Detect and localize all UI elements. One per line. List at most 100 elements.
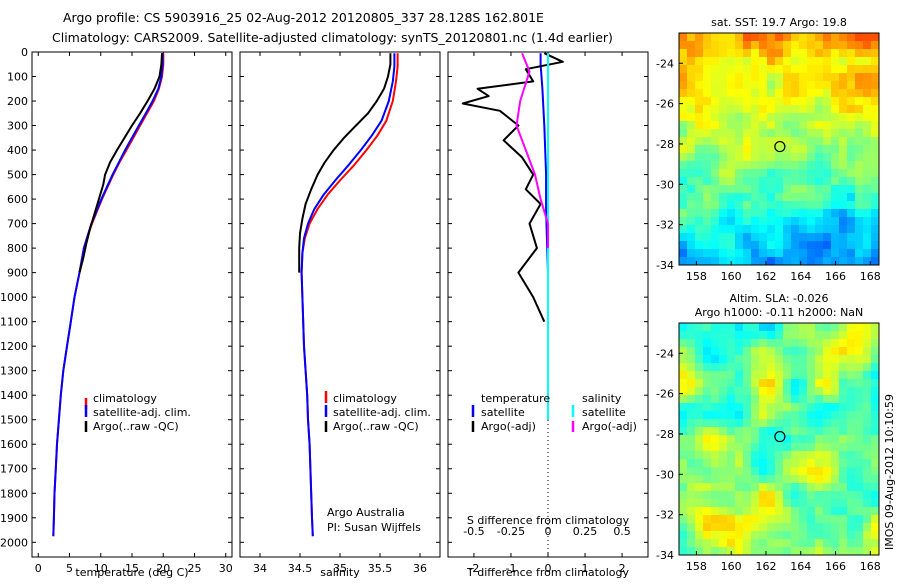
map-cell (815, 97, 824, 106)
map-cell (703, 145, 712, 154)
map-cell (743, 483, 752, 492)
map-cell (799, 443, 808, 452)
map-cell (823, 105, 832, 114)
map-y-tick-label: -34 (656, 259, 674, 272)
map-cell (791, 427, 800, 436)
map-cell (839, 395, 848, 404)
map-cell (855, 129, 864, 138)
map-cell (807, 347, 816, 356)
map-cell (775, 403, 784, 412)
map-cell (823, 531, 832, 540)
map-cell (687, 531, 696, 540)
map-cell (735, 483, 744, 492)
map-cell (855, 435, 864, 444)
map-cell (743, 81, 752, 90)
map-cell (799, 73, 808, 82)
map-cell (791, 331, 800, 340)
map-cell (783, 193, 792, 202)
map-cell (687, 97, 696, 106)
map-cell (863, 217, 872, 226)
map-cell (687, 145, 696, 154)
map-cell (815, 233, 824, 242)
map-cell (831, 105, 840, 114)
map-cell (791, 523, 800, 532)
map-cell (855, 451, 864, 460)
map-cell (743, 547, 752, 555)
map-cell (831, 427, 840, 436)
map-cell (687, 387, 696, 396)
map-cell (759, 379, 768, 388)
map-cell (783, 475, 792, 484)
map-cell (703, 435, 712, 444)
map-cell (799, 483, 808, 492)
map-cell (727, 419, 736, 428)
map-cell (855, 81, 864, 90)
map-cell (687, 347, 696, 356)
map-cell (687, 427, 696, 436)
map-cell (807, 507, 816, 516)
map-cell (847, 217, 856, 226)
map-cell (711, 89, 720, 98)
map-cell (743, 427, 752, 436)
map-cell (791, 153, 800, 162)
map-cell (839, 33, 848, 42)
map-cell (839, 435, 848, 444)
map-cell (799, 97, 808, 106)
map-cell (775, 491, 784, 500)
map-cell (695, 435, 704, 444)
y-tick-label: 1000 (0, 291, 28, 304)
map-cell (775, 57, 784, 66)
map-cell (711, 81, 720, 90)
map-cell (695, 411, 704, 420)
map-cell (727, 225, 736, 234)
map-cell (815, 491, 824, 500)
map-cell (767, 451, 776, 460)
map-cell (679, 475, 688, 484)
map-cell (815, 387, 824, 396)
map-cell (775, 97, 784, 106)
map-cell (687, 33, 696, 42)
map-cell (695, 137, 704, 146)
x-tick-label: 34 (253, 562, 267, 575)
map-cell (735, 241, 744, 250)
map-cell (703, 355, 712, 364)
map-cell (751, 49, 760, 58)
map-cell (855, 41, 864, 50)
map-cell (743, 193, 752, 202)
map-cell (703, 41, 712, 50)
map-cell (727, 145, 736, 154)
map-cell (799, 395, 808, 404)
map-cell (767, 427, 776, 436)
map-cell (823, 419, 832, 428)
map-cell (807, 57, 816, 66)
map-cell (855, 153, 864, 162)
map-cell (831, 49, 840, 58)
map-cell (727, 177, 736, 186)
map-cell (791, 185, 800, 194)
map-cell (823, 483, 832, 492)
map-cell (847, 435, 856, 444)
map-cell (679, 81, 688, 90)
map-cell (855, 233, 864, 242)
map-cell (695, 467, 704, 476)
map-cell (791, 539, 800, 548)
map-cell (727, 105, 736, 114)
map-cell (863, 451, 872, 460)
map-cell (711, 161, 720, 170)
map-cell (703, 323, 712, 332)
map-cell (799, 169, 808, 178)
map-cell (871, 161, 879, 170)
diff-legend-label-t-satellite: satellite (481, 406, 525, 419)
map-cell (815, 41, 824, 50)
map-cell (791, 65, 800, 74)
map-cell (815, 515, 824, 524)
map-cell (751, 531, 760, 540)
map-cell (711, 209, 720, 218)
map-cell (735, 427, 744, 436)
map-cell (703, 523, 712, 532)
map-cell (759, 355, 768, 364)
map-cell (863, 331, 872, 340)
map-cell (719, 539, 728, 548)
sst-map-title: sat. SST: 19.7 Argo: 19.8 (711, 16, 847, 29)
map-y-tick-label: -34 (656, 549, 674, 562)
